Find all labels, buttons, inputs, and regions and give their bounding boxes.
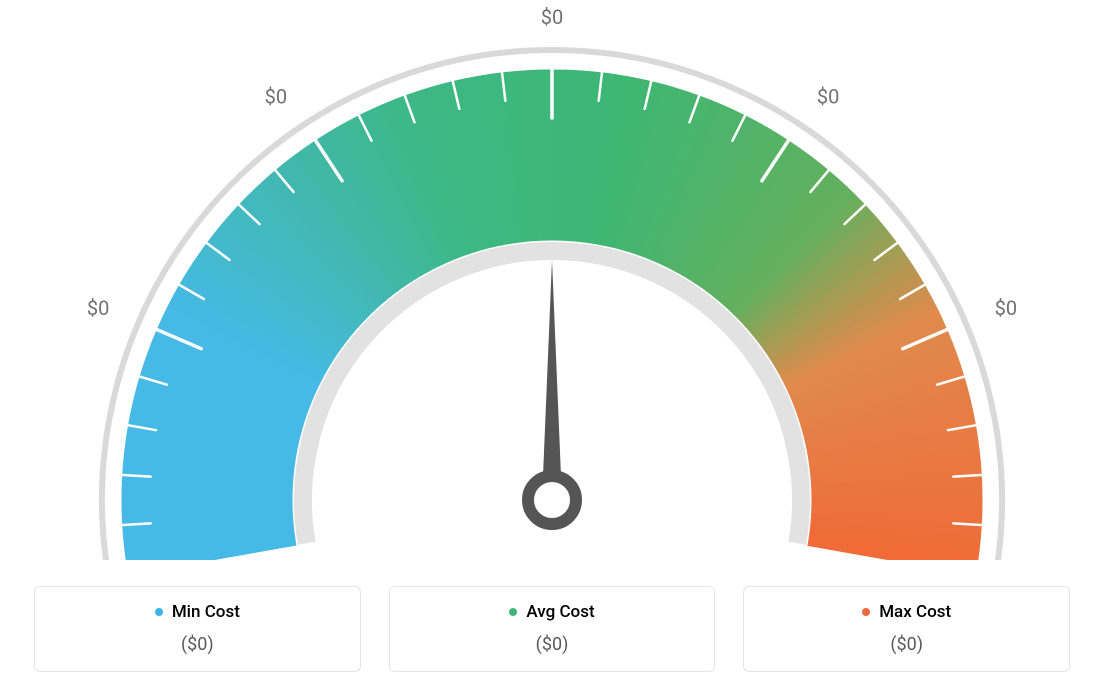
- legend-max: Max Cost ($0): [743, 586, 1070, 672]
- legend-min-label: Min Cost: [172, 602, 240, 622]
- gauge-tick-label: $0: [995, 296, 1017, 320]
- dot-icon: [509, 608, 517, 616]
- gauge-hub: [528, 476, 576, 524]
- legend-avg-value: ($0): [400, 634, 705, 655]
- legend-row: Min Cost ($0) Avg Cost ($0) Max Cost ($0…: [0, 586, 1104, 672]
- legend-min: Min Cost ($0): [34, 586, 361, 672]
- legend-max-value: ($0): [754, 634, 1059, 655]
- gauge-tick-label: $0: [817, 84, 839, 108]
- legend-max-label: Max Cost: [879, 602, 951, 622]
- cost-gauge-widget: $0$0$0$0$0$0$0 Min Cost ($0) Avg Cost ($…: [0, 0, 1104, 690]
- gauge-svg: $0$0$0$0$0$0$0: [0, 0, 1104, 560]
- legend-max-title: Max Cost: [862, 602, 951, 622]
- gauge-tick-label: $0: [265, 84, 287, 108]
- gauge-tick-label: $0: [87, 296, 109, 320]
- dot-icon: [862, 608, 870, 616]
- legend-avg-title: Avg Cost: [509, 602, 594, 622]
- legend-avg: Avg Cost ($0): [389, 586, 716, 672]
- legend-avg-label: Avg Cost: [526, 602, 594, 622]
- dot-icon: [155, 608, 163, 616]
- gauge-tick-label: $0: [541, 5, 563, 29]
- legend-min-title: Min Cost: [155, 602, 240, 622]
- gauge-needle: [542, 260, 562, 500]
- legend-min-value: ($0): [45, 634, 350, 655]
- gauge-area: $0$0$0$0$0$0$0: [0, 0, 1104, 560]
